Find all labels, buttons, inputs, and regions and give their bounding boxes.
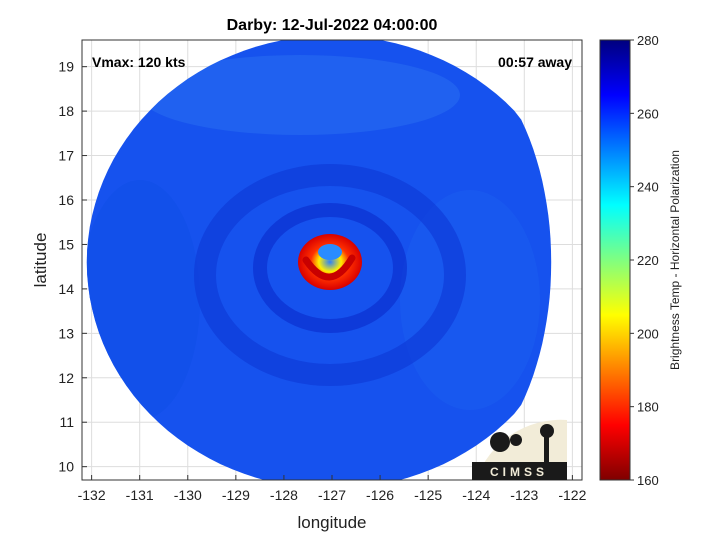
y-ticks: 10 11 12 13 14 15 16 17 18 19	[58, 59, 87, 475]
y-tick-label: 18	[58, 103, 74, 119]
x-tick-label: -132	[78, 487, 106, 503]
logo-dish-small	[510, 434, 522, 446]
eye-center	[318, 244, 342, 260]
x-tick-label: -124	[462, 487, 490, 503]
y-tick-label: 17	[58, 148, 74, 164]
x-tick-label: -127	[318, 487, 346, 503]
x-tick-label: -130	[174, 487, 202, 503]
colorbar-tick-label: 240	[637, 180, 659, 195]
y-tick-label: 16	[58, 192, 74, 208]
y-tick-label: 15	[58, 236, 74, 252]
vmax-annotation: Vmax: 120 kts	[92, 54, 186, 70]
colorbar-tick-label: 160	[637, 473, 659, 488]
time-away-annotation: 00:57 away	[498, 54, 572, 70]
colorbar-ticks: 160 180 200 220 240 260 280	[630, 33, 659, 488]
x-tick-label: -126	[366, 487, 394, 503]
x-ticks: -132 -131 -130 -129 -128 -127 -126 -125 -124 -123…	[78, 475, 587, 503]
swath-variation-east	[400, 190, 540, 410]
x-tick-label: -123	[510, 487, 538, 503]
y-tick-label: 19	[58, 59, 74, 75]
colorbar-tick-label: 180	[637, 400, 659, 415]
logo-tower-tank	[540, 424, 554, 438]
eyewall-arc	[302, 254, 356, 281]
swath	[86, 40, 552, 480]
chart-title: Darby: 12-Jul-2022 04:00:00	[227, 17, 438, 34]
logo-band	[472, 462, 567, 480]
y-tick-label: 13	[58, 325, 74, 341]
logo-tower-leg	[544, 435, 549, 463]
y-tick-label: 12	[58, 370, 74, 386]
colorbar-tick-label: 220	[637, 253, 659, 268]
swath-variation-north	[140, 55, 460, 135]
x-tick-label: -125	[414, 487, 442, 503]
logo-text: CIMSS	[490, 465, 548, 479]
y-tick-label: 14	[58, 281, 74, 297]
rainband-outer	[194, 164, 466, 386]
x-tick-label: -122	[558, 487, 586, 503]
y-axis-label: latitude	[31, 233, 50, 288]
rainband-inner	[253, 203, 407, 333]
colorbar-tick-label: 260	[637, 106, 659, 121]
x-tick-label: -131	[126, 487, 154, 503]
x-tick-label: -129	[222, 487, 250, 503]
colorbar	[599, 39, 631, 481]
y-tick-label: 10	[58, 459, 74, 475]
eye-region	[298, 234, 362, 290]
colorbar-tick-label: 280	[637, 33, 659, 48]
logo-dish	[490, 432, 510, 452]
y-tick-label: 11	[59, 414, 74, 430]
x-axis-label: longitude	[297, 513, 366, 532]
cimss-logo: CIMSS	[472, 419, 567, 480]
colorbar-label: Brightness Temp - Horizontal Polarizatio…	[668, 150, 682, 370]
x-tick-label: -128	[270, 487, 298, 503]
colorbar-tick-label: 200	[637, 326, 659, 341]
